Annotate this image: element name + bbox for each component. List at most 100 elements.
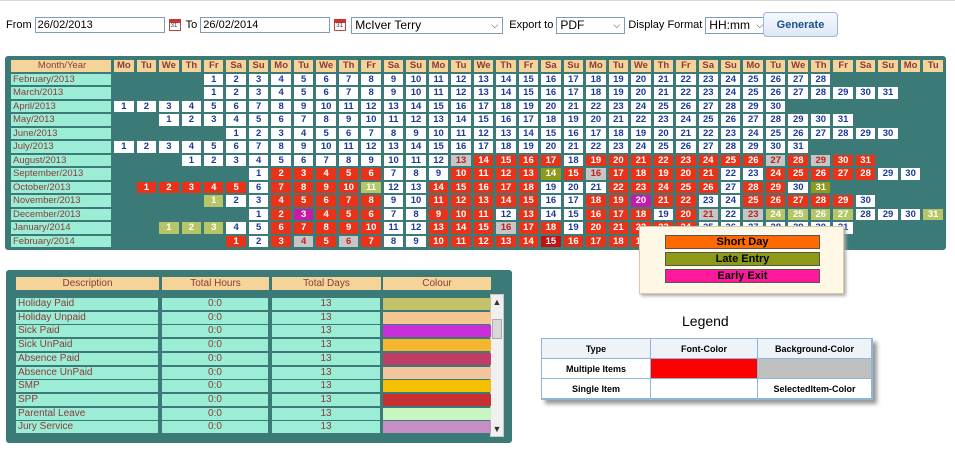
- calendar-day-cell[interactable]: 24: [766, 168, 786, 180]
- calendar-day-cell[interactable]: 16: [541, 195, 561, 207]
- calendar-day-cell[interactable]: 13: [496, 127, 516, 139]
- calendar-day-cell[interactable]: 20: [586, 114, 606, 126]
- calendar-day-cell[interactable]: 24: [720, 195, 741, 207]
- calendar-day-cell[interactable]: 17: [586, 235, 606, 247]
- calendar-day-cell[interactable]: 20: [608, 154, 629, 166]
- description-row[interactable]: Holiday Paid 0:0 13: [16, 298, 492, 310]
- calendar-day-cell[interactable]: 28: [811, 73, 831, 85]
- calendar-day-cell[interactable]: 19: [586, 154, 606, 166]
- calendar-day-cell[interactable]: 14: [496, 195, 516, 207]
- calendar-day-cell[interactable]: 4: [271, 195, 291, 207]
- calendar-day-cell[interactable]: 21: [653, 195, 674, 207]
- calendar-day-cell[interactable]: 5: [204, 100, 224, 112]
- calendar-day-cell[interactable]: 28: [720, 100, 741, 112]
- calendar-day-cell[interactable]: 12: [451, 73, 471, 85]
- calendar-day-cell[interactable]: 17: [608, 208, 629, 220]
- calendar-day-cell[interactable]: 18: [518, 181, 539, 193]
- calendar-day-cell[interactable]: 4: [248, 154, 269, 166]
- calendar-day-cell[interactable]: 30: [900, 168, 921, 180]
- generate-button[interactable]: Generate: [763, 12, 838, 37]
- calendar-day-cell[interactable]: 3: [248, 73, 269, 85]
- calendar-day-cell[interactable]: 5: [338, 208, 359, 220]
- calendar-day-cell[interactable]: 25: [653, 141, 674, 153]
- calendar-day-cell[interactable]: 24: [766, 208, 786, 220]
- calendar-day-cell[interactable]: 5: [338, 168, 359, 180]
- calendar-day-cell[interactable]: 27: [743, 114, 764, 126]
- calendar-day-cell[interactable]: 16: [473, 181, 494, 193]
- calendar-day-cell[interactable]: 5: [293, 195, 314, 207]
- calendar-day-cell[interactable]: 27: [698, 141, 718, 153]
- calendar-day-cell[interactable]: 18: [608, 235, 629, 247]
- calendar-day-cell[interactable]: 8: [361, 73, 381, 85]
- calendar-day-cell[interactable]: 9: [293, 141, 314, 153]
- calendar-day-cell[interactable]: 23: [743, 208, 764, 220]
- calendar-day-cell[interactable]: 11: [361, 181, 381, 193]
- calendar-day-cell[interactable]: 14: [406, 141, 426, 153]
- calendar-day-cell[interactable]: 3: [159, 100, 179, 112]
- calendar-day-cell[interactable]: 23: [608, 100, 629, 112]
- calendar-day-cell[interactable]: 15: [496, 154, 516, 166]
- calendar-day-cell[interactable]: 30: [900, 208, 921, 220]
- calendar-day-cell[interactable]: 16: [586, 208, 606, 220]
- calendar-day-cell[interactable]: 4: [226, 114, 246, 126]
- calendar-day-cell[interactable]: 11: [451, 127, 471, 139]
- calendar-day-cell[interactable]: 1: [114, 100, 134, 112]
- calendar-day-cell[interactable]: 11: [428, 73, 449, 85]
- calendar-day-cell[interactable]: 1: [248, 208, 269, 220]
- calendar-day-cell[interactable]: 3: [159, 141, 179, 153]
- calendar-day-cell[interactable]: 10: [451, 168, 471, 180]
- calendar-day-cell[interactable]: 17: [563, 73, 584, 85]
- calendar-day-cell[interactable]: 22: [586, 100, 606, 112]
- from-calendar-icon[interactable]: [168, 19, 181, 31]
- calendar-day-cell[interactable]: 15: [451, 181, 471, 193]
- calendar-day-cell[interactable]: 12: [496, 208, 516, 220]
- calendar-day-cell[interactable]: 9: [406, 235, 426, 247]
- calendar-day-cell[interactable]: 4: [204, 181, 224, 193]
- calendar-day-cell[interactable]: 13: [428, 222, 449, 234]
- calendar-day-cell[interactable]: 2: [226, 73, 246, 85]
- calendar-day-cell[interactable]: 6: [361, 168, 381, 180]
- description-row[interactable]: Jury Service 0:0 13: [16, 421, 492, 434]
- calendar-day-cell[interactable]: 25: [743, 73, 764, 85]
- calendar-day-cell[interactable]: 2: [271, 208, 291, 220]
- calendar-day-cell[interactable]: 12: [361, 141, 381, 153]
- calendar-day-cell[interactable]: 5: [316, 127, 336, 139]
- calendar-day-cell[interactable]: 21: [586, 181, 606, 193]
- calendar-day-cell[interactable]: 7: [338, 73, 359, 85]
- calendar-day-cell[interactable]: 28: [766, 114, 786, 126]
- calendar-day-cell[interactable]: 21: [608, 222, 629, 234]
- calendar-day-cell[interactable]: 23: [608, 141, 629, 153]
- calendar-day-cell[interactable]: 10: [316, 100, 336, 112]
- calendar-day-cell[interactable]: 2: [159, 181, 179, 193]
- calendar-day-cell[interactable]: 5: [204, 141, 224, 153]
- calendar-day-cell[interactable]: 20: [676, 168, 696, 180]
- calendar-day-cell[interactable]: 5: [316, 235, 336, 247]
- calendar-day-cell[interactable]: 1: [204, 73, 224, 85]
- calendar-day-cell[interactable]: 16: [541, 87, 561, 99]
- calendar-day-cell[interactable]: 30: [788, 181, 809, 193]
- calendar-day-cell[interactable]: 2: [136, 100, 157, 112]
- calendar-day-cell[interactable]: 4: [226, 222, 246, 234]
- calendar-day-cell[interactable]: 14: [406, 100, 426, 112]
- calendar-day-cell[interactable]: 24: [698, 154, 718, 166]
- calendar-day-cell[interactable]: 17: [563, 87, 584, 99]
- calendar-day-cell[interactable]: 23: [653, 114, 674, 126]
- calendar-day-cell[interactable]: 6: [226, 141, 246, 153]
- calendar-day-cell[interactable]: 8: [338, 154, 359, 166]
- calendar-day-cell[interactable]: 19: [608, 87, 629, 99]
- calendar-day-cell[interactable]: 29: [855, 127, 876, 139]
- calendar-day-cell[interactable]: 31: [855, 154, 876, 166]
- calendar-day-cell[interactable]: 18: [563, 154, 584, 166]
- calendar-day-cell[interactable]: 15: [428, 100, 449, 112]
- calendar-day-cell[interactable]: 21: [698, 168, 718, 180]
- calendar-day-cell[interactable]: 7: [338, 87, 359, 99]
- calendar-day-cell[interactable]: 4: [271, 73, 291, 85]
- popup-item-late-entry[interactable]: Late Entry: [665, 252, 820, 266]
- calendar-day-cell[interactable]: 30: [855, 87, 876, 99]
- calendar-day-cell[interactable]: 2: [181, 114, 202, 126]
- calendar-day-cell[interactable]: 27: [720, 181, 741, 193]
- calendar-day-cell[interactable]: 26: [766, 87, 786, 99]
- calendar-day-cell[interactable]: 16: [496, 222, 516, 234]
- calendar-day-cell[interactable]: 13: [451, 154, 471, 166]
- calendar-day-cell[interactable]: 17: [496, 181, 516, 193]
